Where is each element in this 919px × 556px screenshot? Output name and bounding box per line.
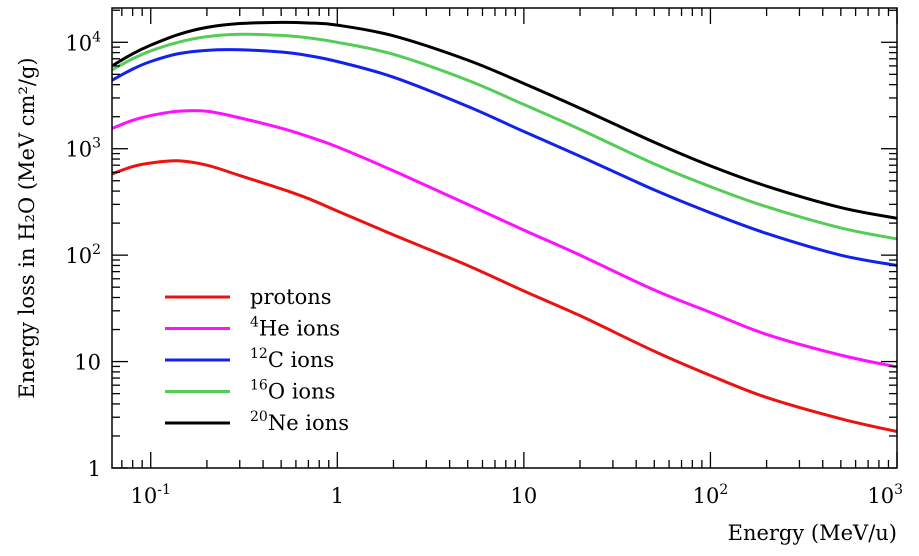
y-tick-label: 103: [65, 136, 101, 162]
axis-ticks: [112, 8, 898, 469]
y-tick-label: 10: [74, 351, 101, 375]
y-tick-label: 104: [65, 29, 101, 55]
series-line-0: [111, 159, 898, 434]
y-tick-labels: 1 10 102 103 104: [65, 29, 101, 481]
legend-label: 4He ions: [250, 315, 340, 341]
series-lines: [111, 20, 898, 434]
legend-label: 16O ions: [250, 378, 335, 404]
y-tick-label: 102: [65, 242, 101, 268]
x-tick-labels: 10-1 1 10 102 103: [131, 482, 903, 508]
legend-label: 12C ions: [250, 346, 334, 372]
legend-label: protons: [250, 285, 332, 309]
legend: protons 4He ions 12C ions 16O ions 20Ne ions: [165, 285, 349, 435]
x-tick-label: 103: [867, 482, 903, 508]
series-line-4: [111, 20, 898, 220]
y-tick-label: 1: [88, 457, 101, 481]
series-line-2: [111, 48, 898, 267]
legend-label: 20Ne ions: [250, 409, 349, 435]
series-line-3: [111, 32, 898, 241]
x-tick-label: 10: [510, 484, 537, 508]
x-tick-label: 10-1: [131, 482, 171, 508]
plot-frame: [111, 7, 898, 469]
x-tick-label: 1: [331, 484, 344, 508]
x-axis-title: Energy (MeV/u): [728, 521, 897, 545]
x-tick-label: 102: [693, 482, 729, 508]
y-axis-title: Energy loss in H₂O (MeV cm²/g): [15, 57, 39, 398]
series-line-1: [111, 109, 898, 369]
